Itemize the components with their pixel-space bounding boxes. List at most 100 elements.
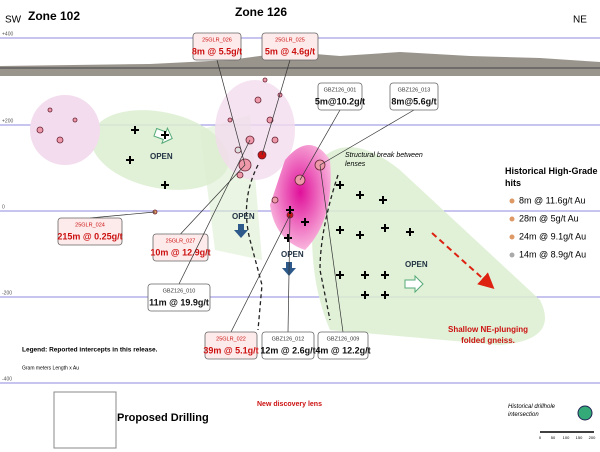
scale-label: 0 (539, 435, 542, 440)
leader (261, 59, 291, 156)
hole-id: 25GLR_027 (166, 238, 196, 244)
proposed-drill (381, 291, 389, 299)
historical-hit: 28m @ 5g/t Au (519, 213, 579, 223)
hole-id: GBZ126_001 (324, 87, 357, 93)
hole-id: 25GLR_022 (216, 336, 246, 342)
callout-box (389, 82, 439, 111)
legend-subtitle: Gram meters Length x Au (22, 365, 79, 371)
historical-marker (509, 198, 515, 204)
discovery-label: New discovery lens (257, 401, 322, 408)
fault (319, 174, 339, 321)
drill-hit (227, 117, 233, 123)
open-label: OPEN (405, 260, 428, 269)
callout-box (204, 331, 258, 360)
drill-hit (262, 77, 268, 83)
drill-hit (56, 136, 64, 144)
leader (319, 164, 344, 333)
open-label: OPEN (281, 250, 304, 259)
intercept: 215m @ 0.25g/t (57, 231, 122, 241)
callout-box (192, 32, 242, 61)
hole-id: GBZ126_009 (327, 336, 360, 342)
open-label: OPEN (150, 152, 173, 161)
proposed-drill (406, 228, 414, 236)
plunge-arrow (431, 232, 495, 290)
inset-title: Historical drillhole intersection (508, 404, 556, 418)
leader (287, 214, 291, 333)
hole-id: GBZ126_012 (272, 336, 305, 342)
proposed-drill (361, 291, 369, 299)
proposed-drill (381, 271, 389, 279)
callout-box (261, 32, 319, 61)
drill-hit (254, 96, 262, 104)
hole-id: 25GLR_025 (275, 37, 305, 43)
elevation-label: -200 (2, 290, 12, 296)
callout-box (57, 217, 123, 246)
proposed-drill (356, 191, 364, 199)
elevation-label: -400 (2, 376, 12, 382)
historical-hit: 8m @ 11.6g/t Au (519, 195, 586, 205)
open-zone (91, 110, 229, 190)
callout-box (261, 331, 315, 360)
proposed-drill (286, 206, 294, 214)
intercept: 10m @ 12.9g/t (150, 247, 210, 257)
drill-hit (36, 126, 44, 134)
leader (230, 214, 291, 333)
label: Zone 126 (235, 5, 287, 19)
proposed-drill (336, 226, 344, 234)
structural-note: Structural break between lenses (345, 152, 423, 168)
fold-note: Shallow NE-plunging folded gneiss. (448, 325, 528, 345)
hole-id: GBZ126_010 (163, 288, 196, 294)
label: Zone 102 (28, 9, 80, 23)
label: SW (5, 15, 22, 26)
proposed-drill (284, 234, 292, 242)
hole-id: 25GLR_026 (202, 37, 232, 43)
scale-label: 150 (576, 435, 583, 440)
hole-id: GBZ126_013 (398, 87, 431, 93)
historical-marker (509, 252, 515, 258)
intercept: 5m@10.2g/t (315, 96, 365, 106)
proposed-drill (126, 156, 134, 164)
leader (180, 164, 246, 235)
proposed-drill (356, 231, 364, 239)
open-zone (312, 147, 545, 345)
open-label: OPEN (232, 212, 255, 221)
callout-box (317, 331, 369, 360)
historical-marker (509, 234, 515, 240)
intercept: 5m @ 4.6g/t (265, 46, 315, 56)
discovery-lens (270, 145, 331, 250)
historical-hit: 24m @ 9.1g/t Au (519, 231, 586, 241)
drill-hit (236, 171, 244, 179)
halo (30, 95, 100, 165)
legend-drilling: Proposed Drilling (117, 412, 209, 424)
drill-hit (266, 116, 274, 124)
proposed-drill (379, 196, 387, 204)
proposed-drill (381, 224, 389, 232)
intercept: 39m @ 5.1g/t (203, 345, 258, 355)
elevation-label: +400 (2, 31, 13, 37)
hole-id: 25GLR_024 (75, 222, 105, 228)
proposed-drill (161, 181, 169, 189)
historical-marker (509, 216, 515, 222)
proposed-drill (336, 271, 344, 279)
drill-hit (271, 136, 279, 144)
terrain (0, 52, 600, 76)
proposed-drill (361, 271, 369, 279)
scale-label: 200 (589, 435, 596, 440)
intercept: 11m @ 19.9g/t (149, 297, 209, 307)
leader (216, 59, 246, 166)
fault (245, 164, 263, 331)
scale-label: 50 (551, 435, 556, 440)
leader (178, 139, 251, 285)
intercept: 12m @ 2.6g/t (260, 345, 315, 355)
open-arrow (404, 274, 424, 294)
legend-title: Legend: Reported intercepts in this rele… (22, 347, 158, 354)
elevation-label: 0 (2, 204, 5, 210)
proposed-drill (301, 218, 309, 226)
historical-hit: 14m @ 8.9g/t Au (519, 249, 586, 259)
proposed-drill (336, 181, 344, 189)
historical-title: Historical High-Grade hits (505, 166, 598, 188)
down-arrow (234, 224, 248, 238)
drill-hit (47, 107, 53, 113)
halo (215, 80, 295, 180)
